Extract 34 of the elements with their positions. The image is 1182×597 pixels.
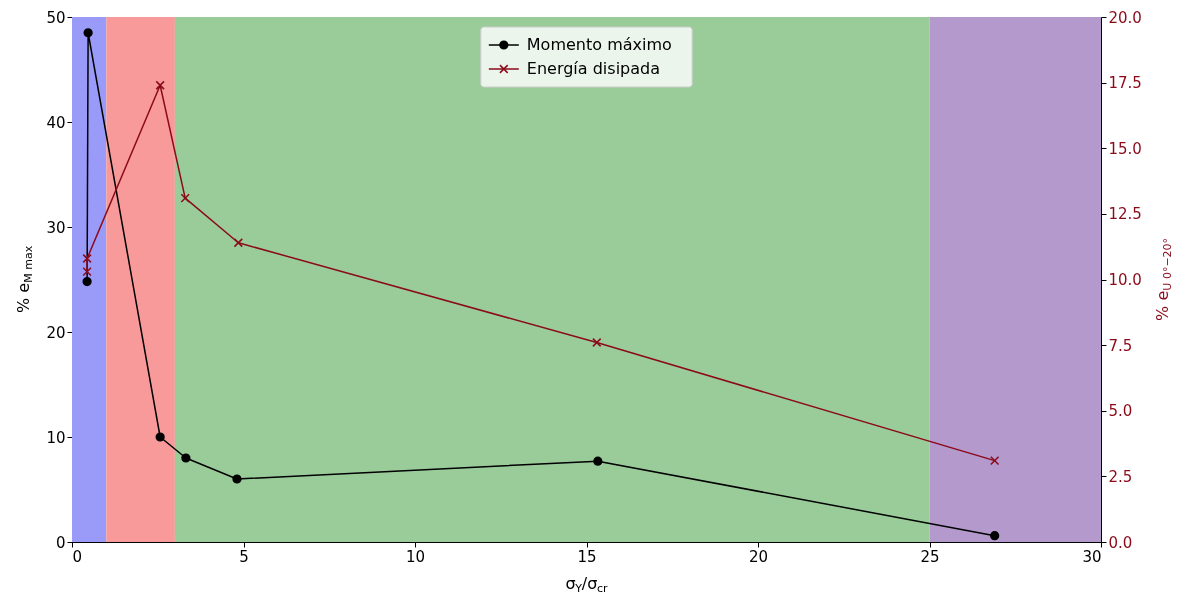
y-tick-label: 40 [46,113,66,132]
x-tick-label: 25 [920,547,940,566]
x-tick-label: 20 [748,547,769,566]
x-tick-label: 30 [1082,547,1102,566]
y-tick-label: 30 [46,218,66,237]
point [592,337,602,348]
y2-tick-label: 7.5 [1108,336,1133,355]
point [990,531,1000,541]
point [233,238,243,248]
x-tick-label: 15 [577,547,597,566]
y2-tick-label: 20.0 [1108,8,1142,27]
y-tick-label: 50 [46,8,66,27]
legend-label: Momento máximo [526,35,672,54]
y2-axis-title: % eU 0°−20° [1153,237,1174,321]
y2-tick-label: 2.5 [1108,467,1133,486]
y-tick-label: 10 [46,428,66,447]
y2-tick-label: 5.0 [1108,402,1133,421]
y-tick-label: 0 [55,533,66,552]
y-axis-title: % eM max [14,245,35,314]
point [155,80,165,90]
x-tick-label: 0 [72,547,83,566]
x-tick-label: 10 [405,547,426,566]
point [990,456,1000,466]
y2-tick-label: 0.0 [1108,533,1133,552]
y2-tick-label: 12.5 [1108,205,1142,224]
point [180,193,190,203]
y2-tick-label: 15.0 [1108,139,1142,158]
x-tick-label: 5 [239,547,249,566]
legend-label: Energía disipada [526,59,661,78]
y2-tick-label: 10.0 [1108,271,1142,289]
point [82,267,92,277]
y-tick-label: 20 [46,323,66,342]
point [82,253,92,264]
y2-tick-label: 17.5 [1108,74,1142,93]
